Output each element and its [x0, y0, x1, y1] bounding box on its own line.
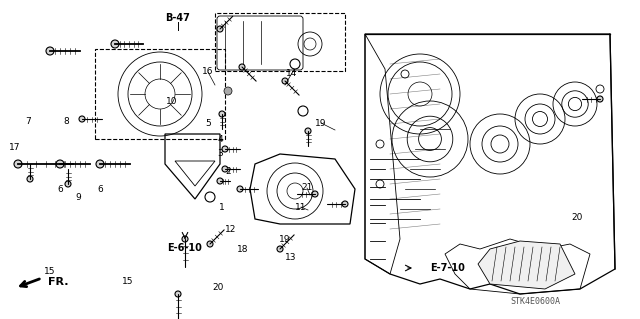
Circle shape — [217, 26, 223, 32]
Text: 11: 11 — [295, 203, 307, 211]
Text: 12: 12 — [225, 226, 237, 234]
Text: 17: 17 — [9, 144, 20, 152]
Text: 6: 6 — [97, 186, 103, 195]
Text: 9: 9 — [75, 192, 81, 202]
Circle shape — [175, 291, 181, 297]
Text: 15: 15 — [122, 278, 134, 286]
Circle shape — [217, 178, 223, 184]
Circle shape — [219, 111, 225, 117]
Circle shape — [342, 201, 348, 207]
Text: E-6-10: E-6-10 — [168, 243, 202, 253]
Text: 10: 10 — [166, 98, 178, 107]
Circle shape — [46, 47, 54, 55]
Text: 20: 20 — [572, 212, 582, 221]
Circle shape — [96, 160, 104, 168]
Circle shape — [65, 181, 71, 187]
Text: B-47: B-47 — [166, 13, 191, 23]
Circle shape — [14, 160, 22, 168]
Circle shape — [222, 146, 228, 152]
Text: 19: 19 — [316, 118, 327, 128]
Circle shape — [56, 160, 64, 168]
Circle shape — [305, 128, 311, 134]
Text: E-7-10: E-7-10 — [430, 263, 465, 273]
Text: 16: 16 — [202, 68, 214, 77]
Polygon shape — [478, 241, 575, 289]
Text: 7: 7 — [25, 117, 31, 127]
Circle shape — [224, 87, 232, 95]
Circle shape — [79, 116, 85, 122]
Text: 18: 18 — [237, 246, 249, 255]
Circle shape — [222, 166, 228, 172]
Circle shape — [207, 241, 213, 247]
Circle shape — [27, 176, 33, 182]
Text: 6: 6 — [57, 186, 63, 195]
Text: 5: 5 — [205, 118, 211, 128]
Text: 15: 15 — [44, 268, 56, 277]
Circle shape — [111, 40, 119, 48]
Text: 1: 1 — [219, 204, 225, 212]
Text: 2: 2 — [225, 167, 231, 176]
Circle shape — [282, 78, 288, 84]
Text: 19: 19 — [279, 235, 291, 244]
Text: 3: 3 — [217, 149, 223, 158]
Text: 20: 20 — [212, 284, 224, 293]
Circle shape — [182, 236, 188, 242]
Circle shape — [237, 186, 243, 192]
Circle shape — [239, 64, 245, 70]
Circle shape — [597, 96, 603, 102]
Text: 13: 13 — [285, 253, 297, 262]
Text: 8: 8 — [63, 117, 69, 127]
Circle shape — [312, 191, 318, 197]
Text: 21: 21 — [301, 183, 313, 192]
Text: 14: 14 — [286, 69, 298, 78]
Text: FR.: FR. — [48, 277, 68, 287]
Text: STK4E0600A: STK4E0600A — [510, 298, 560, 307]
Circle shape — [277, 246, 283, 252]
Text: 4: 4 — [217, 136, 223, 145]
